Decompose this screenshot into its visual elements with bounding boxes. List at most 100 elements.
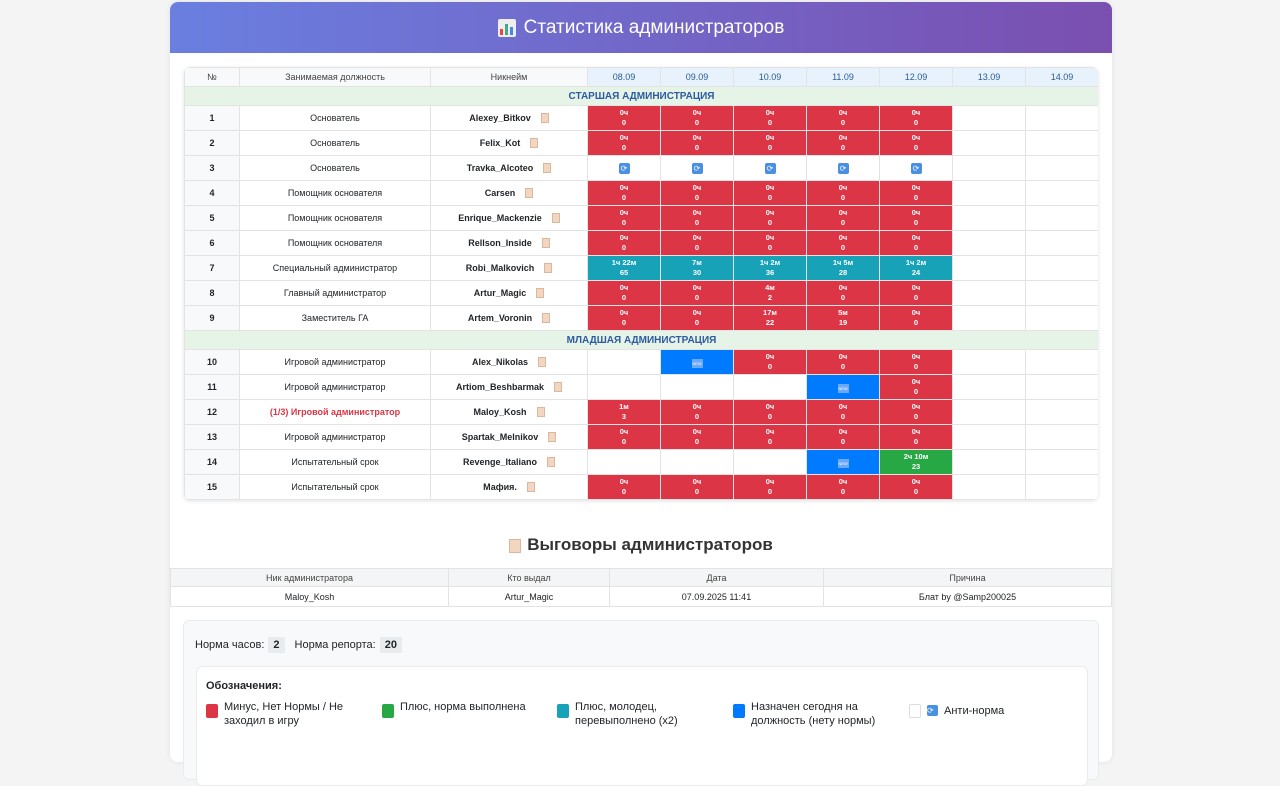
report-count: 0 [694, 487, 700, 496]
report-count: 0 [913, 362, 919, 371]
clipboard-icon[interactable] [543, 163, 552, 174]
day-cell: 0ч 0 [879, 349, 953, 375]
report-count: 0 [840, 437, 846, 446]
clipboard-icon[interactable] [554, 382, 563, 393]
clipboard-icon[interactable] [530, 138, 539, 149]
report-count: 0 [767, 143, 773, 152]
day-cell [952, 399, 1026, 425]
clipboard-icon[interactable] [548, 432, 557, 443]
report-count: 0 [767, 243, 773, 252]
nickname-cell: Alex_Nikolas [430, 349, 588, 375]
nickname-cell: Maloy_Kosh [430, 399, 588, 425]
clipboard-icon[interactable] [536, 407, 545, 418]
nickname-cell: Revenge_Italiano [430, 449, 588, 475]
bar-chart-icon [497, 18, 516, 37]
day-cell: 0ч 0 [660, 280, 734, 306]
day-cell [660, 449, 734, 475]
online-time: 1ч 5м [832, 258, 854, 267]
report-count: 22 [765, 318, 775, 327]
row-number: 11 [184, 374, 240, 400]
clipboard-icon[interactable] [542, 313, 551, 324]
nickname-cell: Rellson_Inside [430, 230, 588, 256]
row-number: 10 [184, 349, 240, 375]
nickname-cell: Мафия. [430, 474, 588, 500]
nickname: Мафия. [483, 481, 517, 492]
report-count: 0 [694, 118, 700, 127]
online-time: 0ч [911, 427, 921, 436]
day-cell [1025, 374, 1098, 400]
day-cell: 0ч 0 [879, 230, 953, 256]
online-time: 1ч 2м [905, 258, 927, 267]
day-cell [1025, 180, 1098, 206]
clipboard-icon[interactable] [541, 238, 550, 249]
day-cell: 0ч 0 [806, 349, 880, 375]
day-cell: 0ч 0 [587, 424, 661, 450]
position-cell: Помощник основателя [239, 205, 431, 231]
report-count: 0 [913, 193, 919, 202]
clipboard-icon[interactable] [551, 213, 560, 224]
clipboard-icon[interactable] [547, 457, 556, 468]
nickname-cell: Carsen [430, 180, 588, 206]
clipboard-icon[interactable] [526, 482, 535, 493]
row-number: 14 [184, 449, 240, 475]
day-cell: 0ч 0 [660, 205, 734, 231]
day-cell: NEW [806, 374, 880, 400]
nickname: Artur_Magic [473, 287, 527, 298]
nickname: Carsen [484, 187, 516, 198]
report-count: 0 [621, 293, 627, 302]
online-time: 0ч [692, 108, 702, 117]
table-row: 7 Специальный администратор Robi_Malkovich… [184, 255, 1098, 281]
day-cell: 0ч 0 [587, 230, 661, 256]
day-cell: 2ч 10м 23 [879, 449, 953, 475]
legend-item: Плюс, норма выполнена [382, 700, 532, 718]
nickname-cell: Artiom_Beshbarmak [430, 374, 588, 400]
position-cell: (1/3) Игровой администратор [239, 399, 431, 425]
online-time: 0ч [765, 108, 775, 117]
stats-card: Статистика администраторов № Занимаемая д… [170, 2, 1112, 786]
day-cell: 0ч 0 [806, 230, 880, 256]
day-cell: ⟳ [806, 155, 880, 181]
nickname: Travka_Alcoteo [466, 162, 534, 173]
day-cell [587, 349, 661, 375]
day-cell [952, 180, 1026, 206]
report-count: 2 [767, 293, 773, 302]
online-time: 4м [765, 283, 775, 292]
report-count: 0 [913, 387, 919, 396]
clipboard-icon[interactable] [544, 263, 553, 274]
reprimand-cell: Блат by @Samp200025 [823, 586, 1112, 607]
day-cell [1025, 449, 1098, 475]
day-cell: 0ч 0 [660, 399, 734, 425]
table-row: 5 Помощник основателя Enrique_Mackenzie 0ч 0… [184, 205, 1098, 231]
reprimand-cell: 07.09.2025 11:41 [609, 586, 824, 607]
report-count: 0 [913, 243, 919, 252]
report-count: 0 [694, 243, 700, 252]
day-cell [1025, 205, 1098, 231]
day-cell [952, 105, 1026, 131]
online-time: 0ч [692, 183, 702, 192]
legend-swatch [382, 704, 394, 718]
clipboard-icon[interactable] [540, 113, 549, 124]
online-time: 1ч 2м [759, 258, 781, 267]
report-count: 0 [621, 143, 627, 152]
anti-norm-icon: ⟳ [837, 162, 849, 174]
report-count: 24 [911, 268, 921, 277]
anti-norm-icon: ⟳ [910, 162, 922, 174]
norms-panel: Норма часов: 2 Норма репорта: 20 Обозначен… [183, 620, 1099, 786]
report-norm-value: 20 [379, 637, 402, 653]
report-count: 0 [840, 218, 846, 227]
clipboard-icon[interactable] [538, 357, 547, 368]
day-cell [1025, 155, 1098, 181]
online-time: 0ч [911, 233, 921, 242]
anti-norm-icon: ⟳ [691, 162, 703, 174]
legend-item: Назначен сегодня на должность (нету норм… [733, 700, 883, 728]
clipboard-icon[interactable] [525, 188, 534, 199]
day-cell: 1м 3 [587, 399, 661, 425]
online-time: 0ч [911, 402, 921, 411]
online-time: 0ч [911, 208, 921, 217]
day-cell: 0ч 0 [806, 424, 880, 450]
nickname: Maloy_Kosh [473, 406, 527, 417]
clipboard-icon[interactable] [536, 288, 545, 299]
report-count: 0 [767, 362, 773, 371]
day-cell [952, 205, 1026, 231]
day-cell [1025, 399, 1098, 425]
